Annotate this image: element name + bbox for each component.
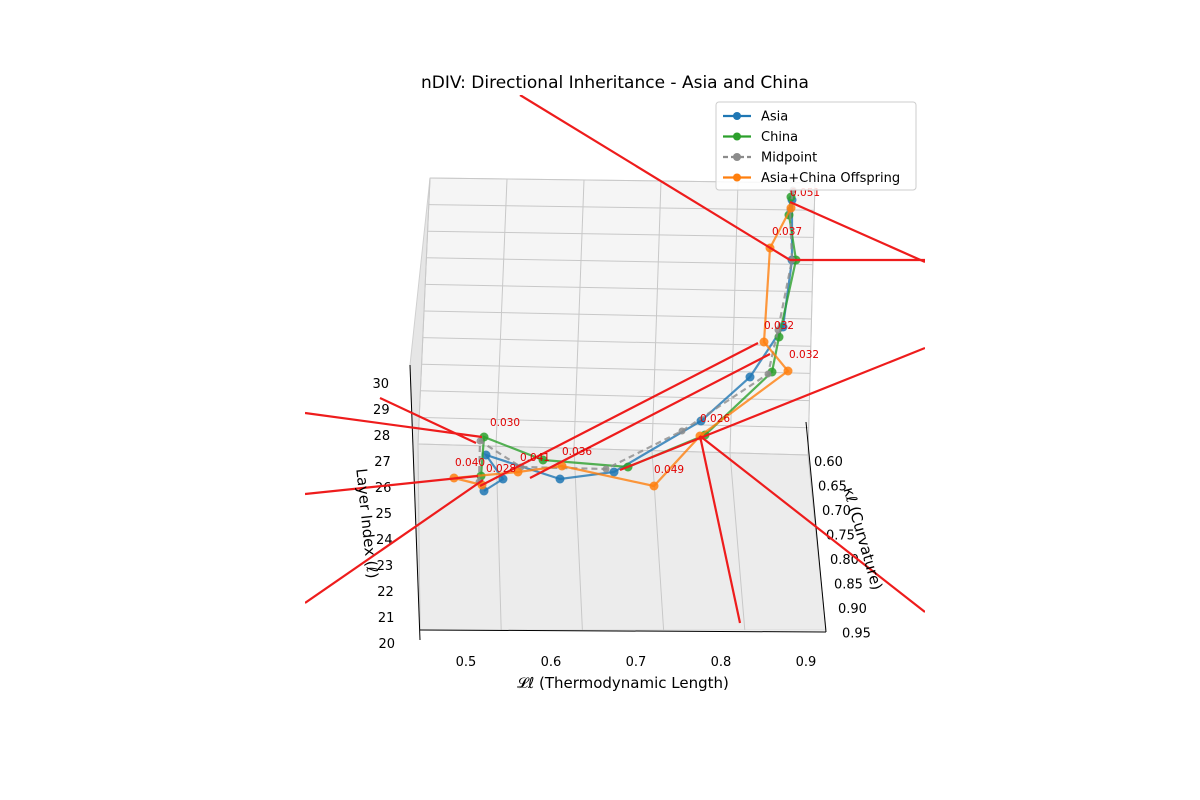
- series-point-asia-china-offspring: [513, 467, 523, 477]
- legend-box: [715, 101, 917, 191]
- series-point-asia-china-offspring: [783, 366, 793, 376]
- series-line-china: [479, 196, 798, 477]
- direction-arrow: [619, 346, 925, 472]
- direction-arrow: [698, 435, 742, 624]
- back-grid-horizontal: [425, 283, 813, 293]
- series-point-midpoint: [476, 437, 484, 445]
- legend-marker-asia: [733, 112, 741, 120]
- series-point-asia: [555, 474, 565, 484]
- series-point-midpoint: [774, 326, 782, 334]
- direction-arrow: [379, 397, 477, 444]
- legend-items: Asia China Midpoint Asia+China Offspring: [723, 110, 900, 186]
- distance-annotation: 0.037: [772, 226, 802, 238]
- distance-annotation: 0.036: [562, 446, 592, 458]
- distance-annotation: 0.030: [490, 417, 520, 429]
- direction-arrows: [305, 95, 925, 624]
- series-point-china: [538, 455, 548, 465]
- series-line-asia-china-offspring: [453, 207, 792, 488]
- floor-grid-line: [729, 452, 746, 631]
- direction-arrow: [519, 95, 791, 261]
- series-point-asia: [745, 372, 755, 382]
- z-tick-label: 26: [375, 481, 392, 496]
- back-grid-horizontal: [428, 204, 815, 211]
- z-tick-label: 30: [372, 377, 389, 392]
- legend: Asia China Midpoint Asia+China Offspring: [715, 101, 917, 191]
- back-grid-horizontal: [419, 416, 809, 429]
- z-tick-label: 22: [377, 585, 394, 600]
- x-tick-label: 0.5: [456, 655, 477, 670]
- grid-lines: [417, 177, 827, 631]
- series-point-asia: [609, 467, 619, 477]
- series-point-midpoint: [678, 427, 686, 435]
- series-layer: [449, 186, 801, 496]
- legend-label-asia-china-offspring: Asia+China Offspring: [761, 171, 900, 186]
- back-pane: [417, 177, 816, 456]
- distance-annotation: 0.032: [789, 349, 819, 361]
- x-tick-label: 0.9: [796, 655, 817, 670]
- y-tick-label: 0.70: [822, 504, 851, 519]
- z-tick-label: 20: [378, 637, 395, 652]
- back-grid-horizontal: [422, 337, 811, 347]
- series-line-midpoint: [477, 189, 795, 483]
- series-point-midpoint: [602, 465, 610, 473]
- distance-annotation: 0.041: [520, 452, 550, 464]
- distance-annotation: 0.026: [700, 413, 730, 425]
- legend-label-china: China: [761, 130, 798, 145]
- z-tick-label: 25: [375, 507, 392, 522]
- chart-title: nDIV: Directional Inheritance - Asia and…: [421, 73, 809, 93]
- series-point-asia: [498, 474, 508, 484]
- y-tick-label: 0.60: [814, 455, 843, 470]
- x-tick-label: 0.8: [711, 655, 732, 670]
- direction-arrow: [529, 353, 771, 479]
- y-tick-label: 0.95: [842, 627, 871, 642]
- z-tick-label: 27: [374, 455, 391, 470]
- x-tick-labels: 0.5 0.6 0.7 0.8 0.9: [456, 655, 817, 670]
- series-point-asia-china-offspring: [759, 337, 769, 347]
- legend-marker-asia-china-offspring: [733, 173, 741, 182]
- distance-annotation: 0.049: [654, 464, 684, 476]
- z-tick-label: 21: [378, 611, 395, 626]
- direction-arrow: [699, 435, 925, 613]
- back-grid-horizontal: [426, 257, 813, 266]
- y-tick-label: 0.65: [818, 480, 847, 495]
- legend-marker-midpoint: [733, 153, 741, 161]
- x-axis-label: 𝓛ℓ (Thermodynamic Length): [517, 674, 729, 692]
- back-grid-horizontal: [423, 310, 812, 320]
- distance-annotation: 0.040: [455, 457, 485, 469]
- y-tick-label: 0.85: [834, 578, 863, 593]
- axes-panes: [409, 177, 827, 631]
- z-tick-label: 28: [374, 429, 391, 444]
- legend-label-midpoint: Midpoint: [761, 151, 817, 166]
- back-grid-horizontal: [421, 363, 811, 374]
- direction-arrow: [789, 200, 925, 264]
- distance-annotation: 0.028: [486, 463, 516, 475]
- series-point-midpoint: [764, 370, 772, 378]
- floor-grid-line: [651, 450, 665, 631]
- direction-arrow: [305, 474, 479, 496]
- direction-arrow: [479, 342, 759, 487]
- y-tick-label: 0.75: [826, 529, 855, 544]
- y-tick-label: 0.90: [838, 602, 867, 617]
- legend-marker-china: [733, 132, 741, 141]
- series-point-asia-china-offspring: [786, 203, 796, 213]
- x-tick-label: 0.6: [541, 655, 562, 670]
- y-tick-labels: 0.60 0.65 0.70 0.75 0.80 0.85 0.90 0.95: [814, 455, 871, 642]
- legend-label-asia: Asia: [761, 110, 788, 125]
- z-tick-label: 29: [373, 403, 390, 418]
- y-tick-label: 0.80: [830, 553, 859, 568]
- floor-grid-line: [417, 443, 421, 631]
- series-point-asia-china-offspring: [649, 481, 659, 491]
- direction-arrow: [305, 479, 484, 604]
- floor-grid-line: [573, 448, 583, 631]
- x-tick-label: 0.7: [626, 655, 647, 670]
- z-tick-label: 23: [377, 559, 394, 574]
- distance-annotation: 0.032: [764, 320, 794, 332]
